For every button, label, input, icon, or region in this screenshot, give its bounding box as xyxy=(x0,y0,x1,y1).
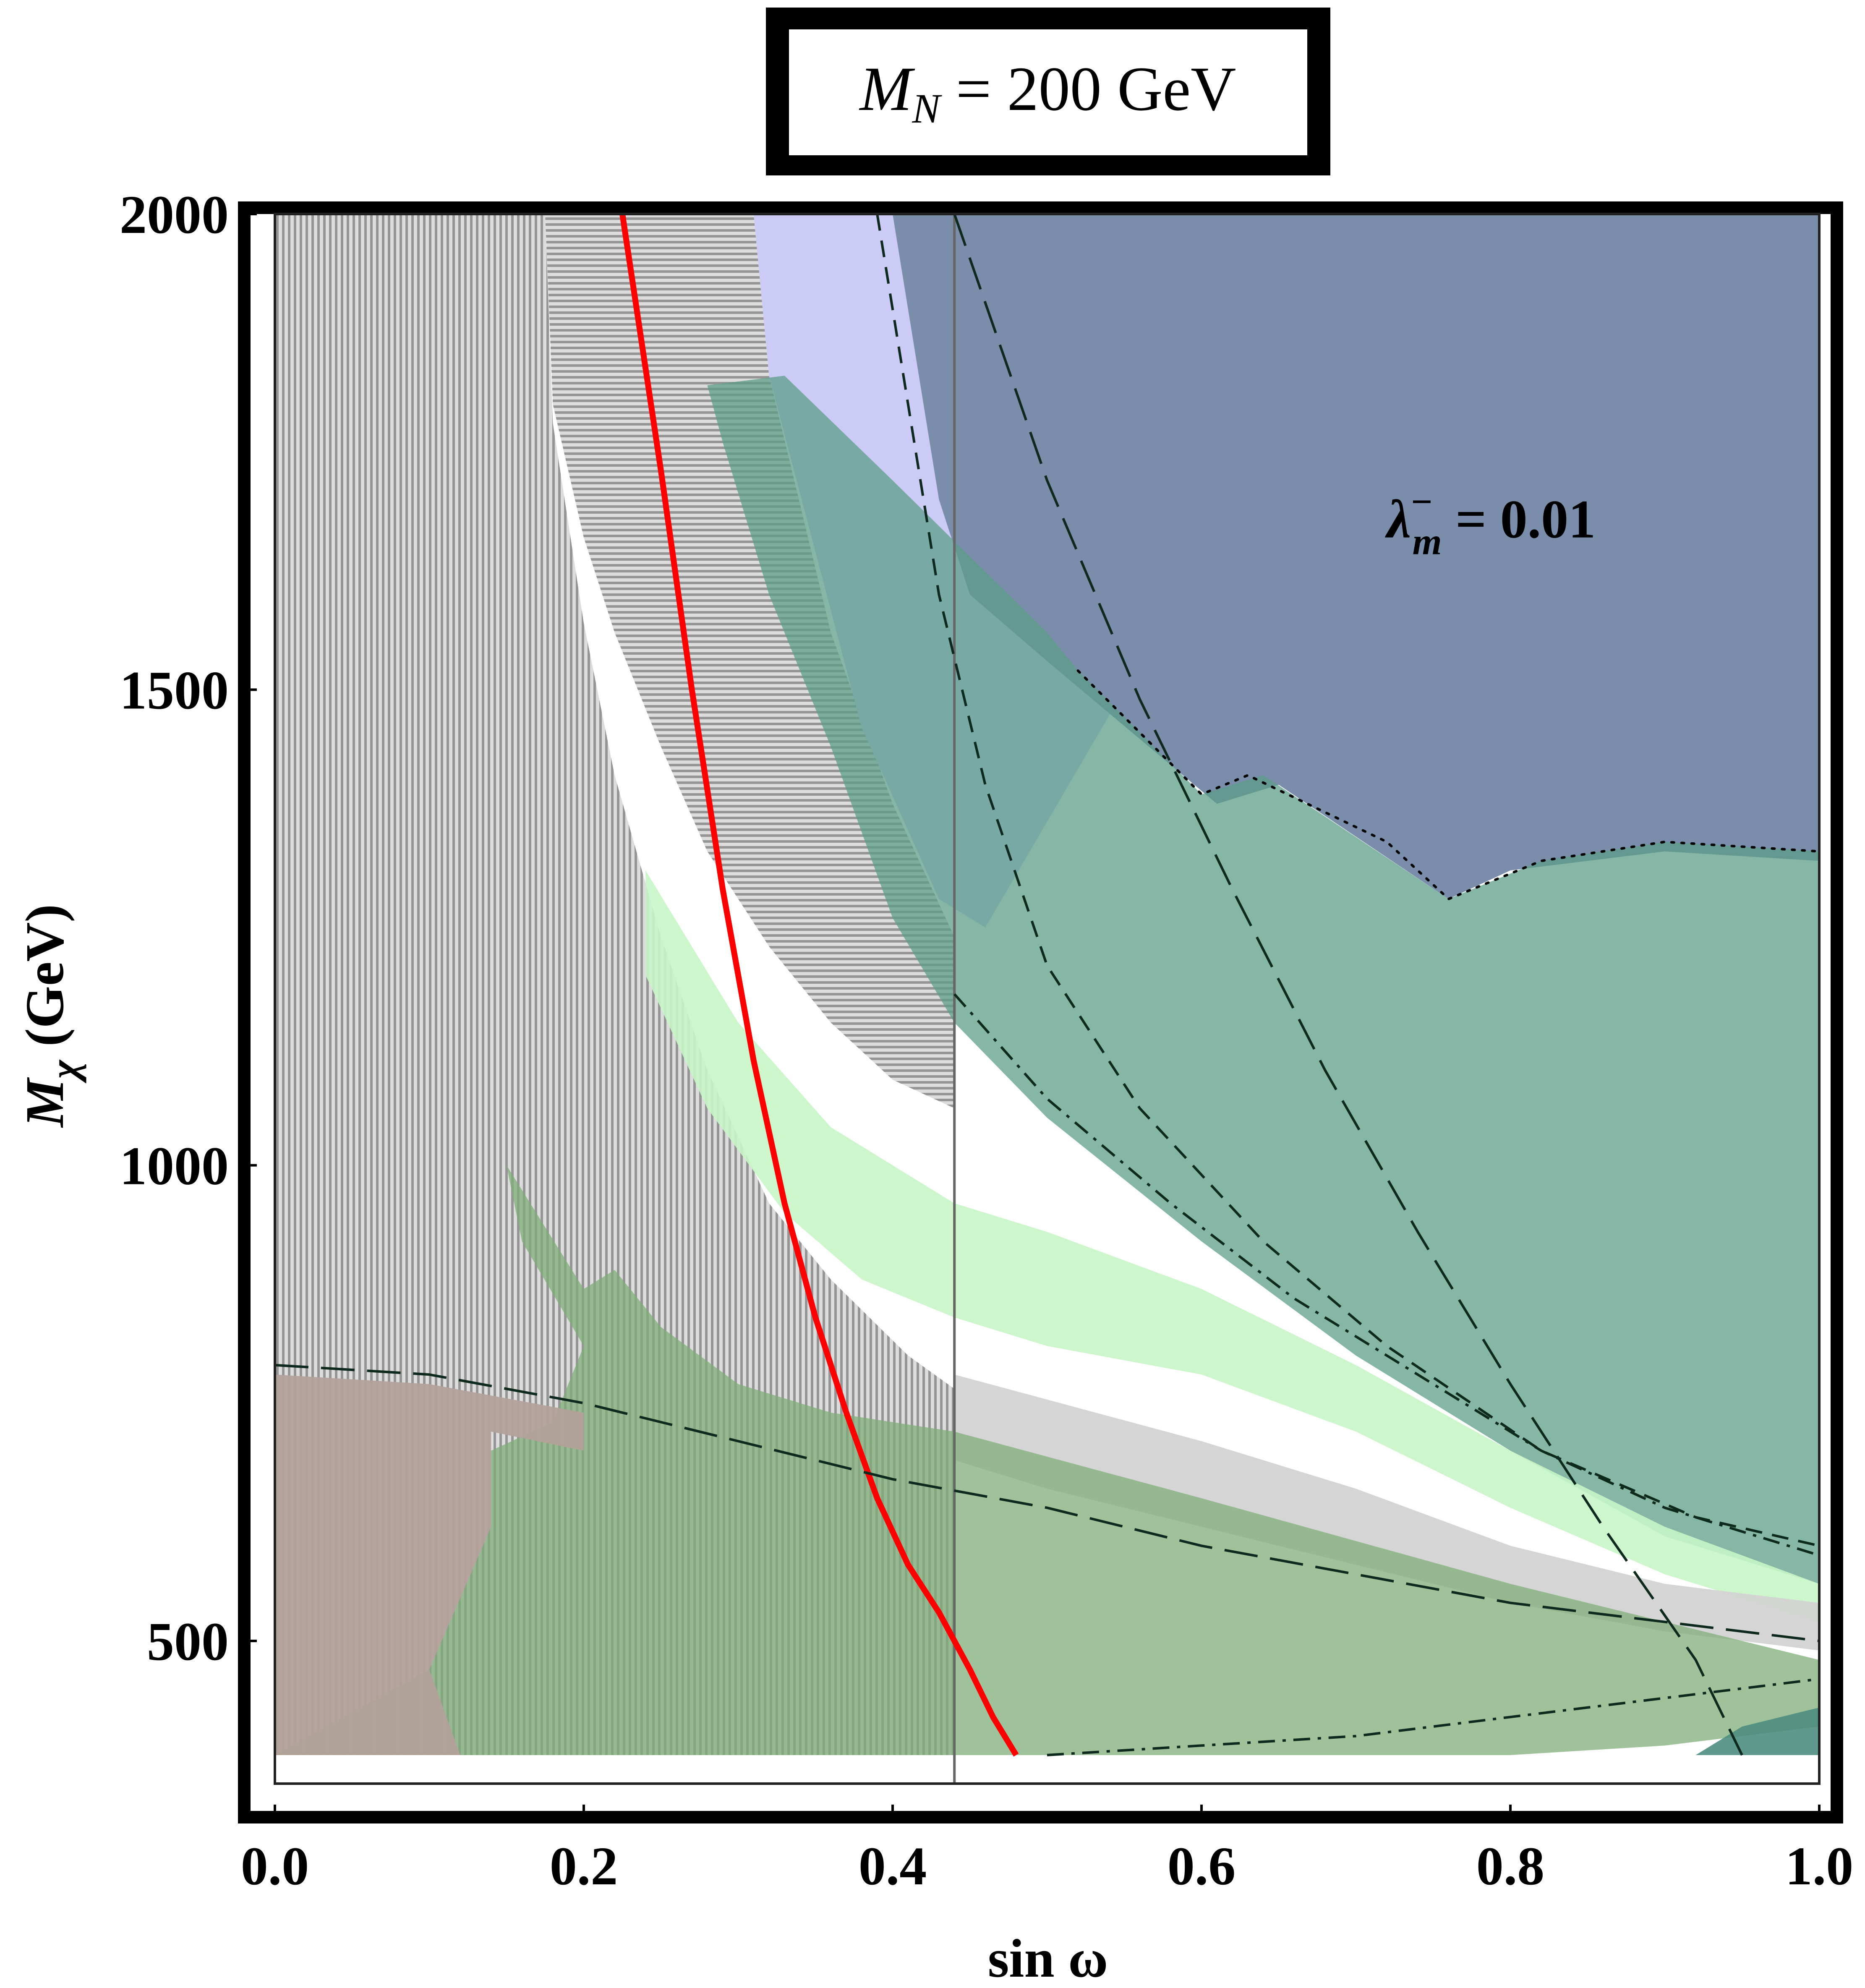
region-horizontal-hatched-exclusion xyxy=(545,214,955,1108)
x-tick-label: 0.2 xyxy=(550,1836,618,1897)
x-tick-label: 0.8 xyxy=(1476,1836,1545,1897)
x-tick-label: 0.4 xyxy=(859,1836,927,1897)
region-light-green-band xyxy=(645,870,1819,1622)
curve-dash-dot-curve xyxy=(953,993,1819,1557)
region-green-dotted-main xyxy=(707,376,1819,1584)
region-brown-corner xyxy=(275,1374,584,1755)
curve-dotted-region-edge xyxy=(1076,669,1819,900)
curve-dash-low-curve xyxy=(275,1364,1819,1642)
annotation-symbol: λ xyxy=(1385,489,1411,550)
chart-title: MN = 200 GeV xyxy=(859,54,1236,132)
curve-dash-inner-curve xyxy=(876,214,1819,1547)
annotation-rest: = 0.01 xyxy=(1442,489,1596,550)
ylabel-rest: (GeV) xyxy=(15,904,75,1060)
region-gray-band xyxy=(954,1374,1819,1651)
y-tick-label: 2000 xyxy=(120,185,229,245)
x-tick-label: 1.0 xyxy=(1785,1836,1854,1897)
y-axis: 500 1000 1500 2000 xyxy=(120,185,257,1672)
lambda-annotation: λ− m = 0.01 xyxy=(1385,481,1596,563)
region-dark-teal-corner xyxy=(1695,1707,1819,1755)
region-vertical-hatched-exclusion xyxy=(275,214,955,1755)
plot-area-border xyxy=(274,213,1821,1785)
title-subscript: N xyxy=(912,85,942,132)
annotation-subscript: m xyxy=(1413,521,1442,563)
region-steel-blue-region xyxy=(893,214,1819,899)
ylabel-symbol: M xyxy=(15,1077,75,1128)
title-rest: = 200 GeV xyxy=(940,54,1236,124)
x-axis: 0.0 0.2 0.4 0.6 0.8 1.0 xyxy=(241,1805,1854,1897)
annotation-superscript: − xyxy=(1411,481,1432,523)
x-tick-label: 0.6 xyxy=(1168,1836,1236,1897)
title-symbol: M xyxy=(859,54,915,124)
regions-layer xyxy=(275,214,1819,1755)
x-axis-label: sin ω xyxy=(988,1928,1108,1988)
y-tick-label: 1000 xyxy=(120,1136,229,1196)
curve-dash-dot-bottom-curve xyxy=(1047,1677,1819,1756)
curve-red-solid-curve xyxy=(619,214,1019,1757)
lines-layer xyxy=(275,214,1819,1784)
y-tick-label: 1500 xyxy=(120,660,229,721)
y-tick-label: 500 xyxy=(147,1612,229,1672)
x-tick-label: 0.0 xyxy=(241,1836,309,1897)
title-box: MN = 200 GeV xyxy=(766,8,1330,175)
curve-long-dash-wide-curve xyxy=(953,214,1743,1756)
y-axis-label: Mχ (GeV) xyxy=(15,904,86,1128)
region-green-low-mass xyxy=(275,1165,1819,1755)
